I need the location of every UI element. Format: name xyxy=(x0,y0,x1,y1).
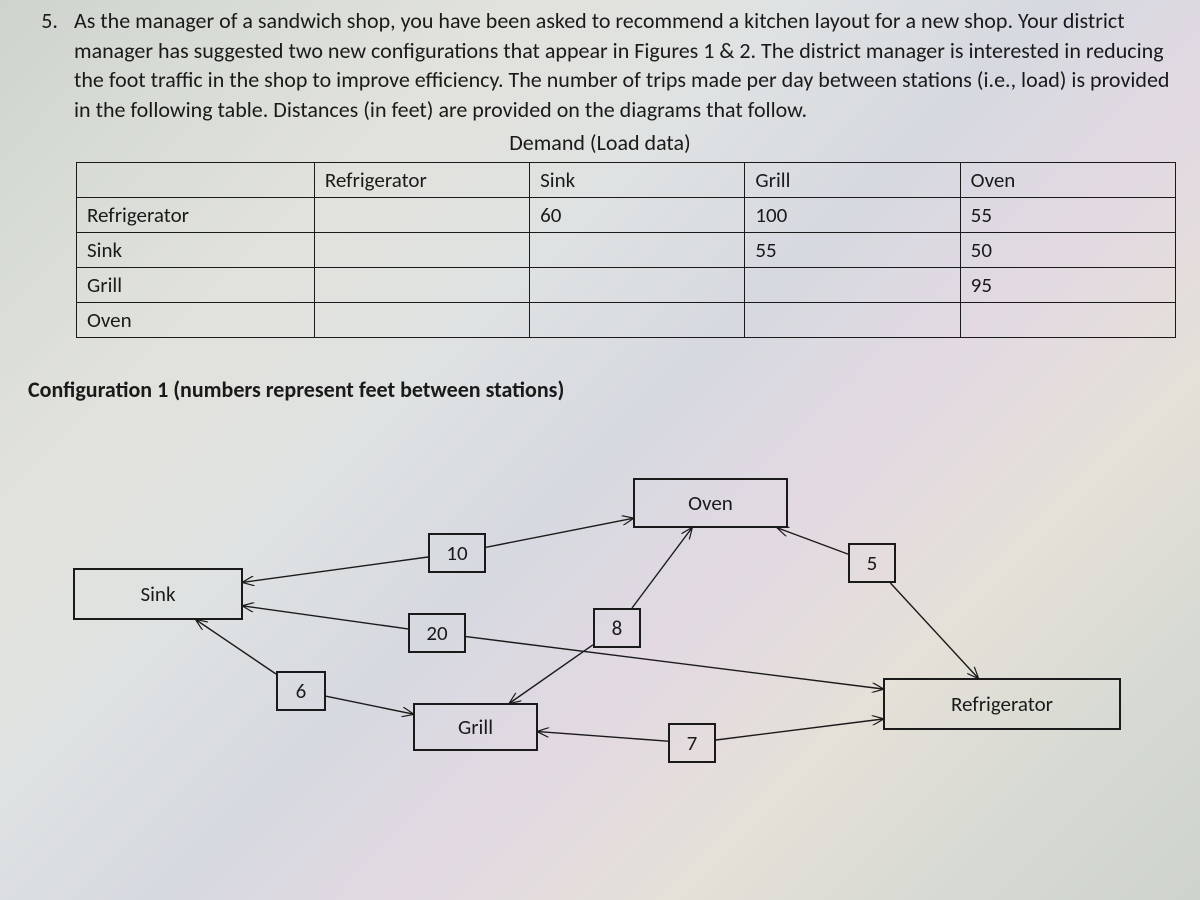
table-cell xyxy=(314,267,529,302)
table-cell: 50 xyxy=(960,232,1175,267)
station-sink: Sink xyxy=(73,568,243,620)
table-row: Oven xyxy=(77,302,1176,337)
row-header: Grill xyxy=(77,267,315,302)
col-header: Sink xyxy=(530,162,745,197)
col-header: Refrigerator xyxy=(314,162,529,197)
question-row: 5. As the manager of a sandwich shop, yo… xyxy=(28,6,1172,125)
distance-box-sink_refr: 20 xyxy=(408,613,466,653)
config1-title: Configuration 1 (numbers represent feet … xyxy=(28,376,1172,403)
table-corner-cell xyxy=(77,162,315,197)
col-header: Oven xyxy=(960,162,1175,197)
table-title: Demand (Load data) xyxy=(28,129,1172,156)
table-header-row: Refrigerator Sink Grill Oven xyxy=(77,162,1176,197)
load-table: Refrigerator Sink Grill Oven Refrigerato… xyxy=(76,162,1176,338)
table-row: Grill 95 xyxy=(77,267,1176,302)
table-row: Sink 55 50 xyxy=(77,232,1176,267)
table-cell xyxy=(745,302,960,337)
table-cell: 100 xyxy=(745,197,960,232)
table-cell: 95 xyxy=(960,267,1175,302)
table-cell xyxy=(530,267,745,302)
table-cell xyxy=(314,302,529,337)
table-row: Refrigerator 60 100 55 xyxy=(77,197,1176,232)
station-oven: Oven xyxy=(633,478,788,528)
question-number: 5. xyxy=(28,6,58,36)
row-header: Refrigerator xyxy=(77,197,315,232)
table-cell xyxy=(530,232,745,267)
station-refr: Refrigerator xyxy=(883,678,1121,730)
page: 5. As the manager of a sandwich shop, yo… xyxy=(0,0,1200,900)
table-cell: 55 xyxy=(960,197,1175,232)
row-header: Oven xyxy=(77,302,315,337)
table-cell xyxy=(960,302,1175,337)
distance-box-sink_grill: 6 xyxy=(276,671,326,711)
question-text: As the manager of a sandwich shop, you h… xyxy=(74,6,1172,125)
table-cell xyxy=(314,197,529,232)
table-cell: 60 xyxy=(530,197,745,232)
table-cell xyxy=(530,302,745,337)
config1-diagram: Sink Oven Grill Refrigerator 10 20 6 8 5 7 xyxy=(28,413,1188,793)
col-header: Grill xyxy=(745,162,960,197)
station-grill: Grill xyxy=(413,703,538,751)
distance-box-grill_refr: 7 xyxy=(668,723,716,763)
distance-box-sink_oven: 10 xyxy=(428,533,486,573)
row-header: Sink xyxy=(77,232,315,267)
table-cell xyxy=(745,267,960,302)
distance-box-oven_grill: 8 xyxy=(593,608,641,648)
table-cell xyxy=(314,232,529,267)
distance-box-oven_refr: 5 xyxy=(848,543,896,583)
table-cell: 55 xyxy=(745,232,960,267)
